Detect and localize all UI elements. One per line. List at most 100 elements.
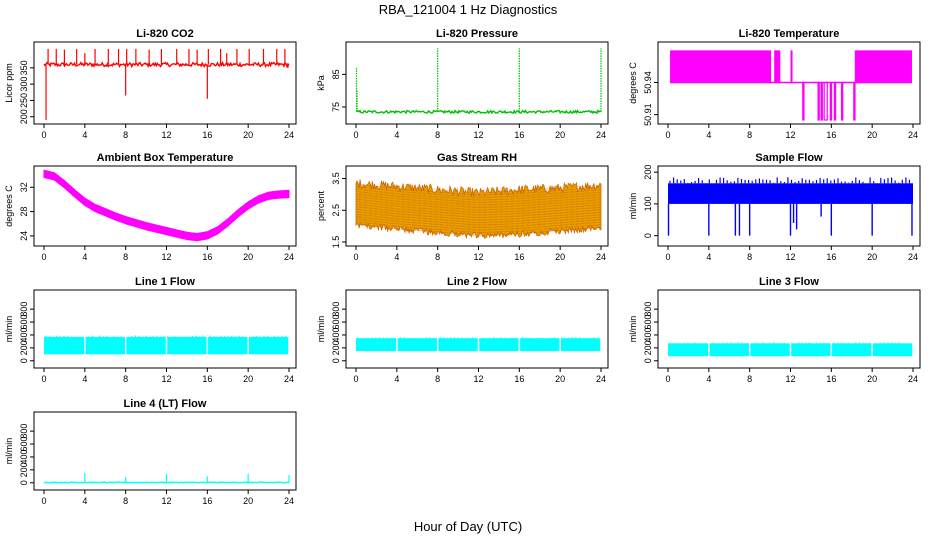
box_temp-line bbox=[43, 169, 290, 242]
sample_flow-series bbox=[667, 177, 913, 236]
licor_temp-dip-0 bbox=[802, 81, 805, 121]
line2-y-tick-label: 800 bbox=[331, 302, 341, 317]
line3-title: Line 3 Flow bbox=[759, 276, 819, 288]
pressure-y-tick-label: 85 bbox=[331, 69, 341, 79]
licor_temp-band-1 bbox=[774, 50, 781, 83]
rh-plot-frame bbox=[345, 165, 609, 247]
sample_flow-x-tick-label: 4 bbox=[706, 252, 711, 262]
pressure-title: Li-820 Pressure bbox=[436, 28, 518, 40]
line2-series bbox=[356, 337, 602, 353]
pressure-series bbox=[355, 48, 602, 115]
line4-y-tick-label: 600 bbox=[19, 437, 29, 452]
line3-peaks bbox=[669, 342, 903, 344]
panel-box_temp: Ambient Box Temperature degrees C 0 4 8 12 16 2… bbox=[4, 152, 297, 262]
co2-plot-frame bbox=[33, 41, 297, 125]
co2-x-tick-label: 0 bbox=[41, 130, 46, 140]
rh-x-tick-label: 0 bbox=[353, 252, 358, 262]
line3-x-tick-label: 12 bbox=[785, 374, 795, 384]
pressure-x-tick-label: 8 bbox=[435, 130, 440, 140]
line3-y-tick-label: 800 bbox=[643, 302, 653, 317]
licor_temp-y-tick-label: 50.91 bbox=[643, 103, 653, 126]
licor_temp-x-tick-label: 12 bbox=[785, 130, 795, 140]
licor_temp-band-3 bbox=[854, 50, 912, 83]
licor_temp-dip-4 bbox=[829, 81, 833, 121]
sample_flow-x-tick-label: 24 bbox=[908, 252, 918, 262]
line4-y-tick-label: 200 bbox=[19, 462, 29, 477]
panel-licor_temp: Li-820 Temperature degrees C 0 4 8 12 16 20 24 50… bbox=[628, 28, 921, 140]
line1-y-tick-label: 800 bbox=[19, 302, 29, 317]
sample_flow-y-axis-label: ml/min bbox=[628, 193, 638, 220]
figure-title: RBA_121004 1 Hz Diagnostics bbox=[379, 2, 558, 17]
figure-x-axis-label: Hour of Day (UTC) bbox=[414, 519, 522, 534]
line4-x-tick-label: 0 bbox=[41, 496, 46, 506]
line1-y-tick-label: 400 bbox=[19, 327, 29, 342]
panel-sample_flow: Sample Flow ml/min 0 4 8 12 16 20 24 0 100 200 bbox=[628, 152, 921, 262]
box_temp-x-tick-label: 24 bbox=[284, 252, 294, 262]
line4-plot-frame bbox=[33, 411, 297, 491]
pressure-x-tick-label: 4 bbox=[394, 130, 399, 140]
licor_temp-title: Li-820 Temperature bbox=[739, 28, 840, 40]
line3-y-tick-label: 400 bbox=[643, 327, 653, 342]
line2-y-tick-label: 0 bbox=[331, 358, 341, 363]
sample_flow-y-tick-label: 0 bbox=[643, 233, 653, 238]
rh-y-axis-label: percent bbox=[316, 190, 326, 221]
sample_flow-x-tick-label: 8 bbox=[747, 252, 752, 262]
line2-y-tick-label: 200 bbox=[331, 340, 341, 355]
rh-x-tick-label: 12 bbox=[473, 252, 483, 262]
panel-line4: Line 4 (LT) Flow ml/min 0 4 8 12 16 20 24 0 200400… bbox=[4, 398, 297, 506]
box_temp-x-tick-label: 20 bbox=[243, 252, 253, 262]
panel-line1: Line 1 Flow ml/min 0 4 8 12 16 20 24 0 20040060080… bbox=[4, 276, 297, 384]
sample_flow-band bbox=[668, 183, 913, 204]
licor_temp-x-tick-label: 8 bbox=[747, 130, 752, 140]
sample_flow-peaks bbox=[669, 177, 910, 184]
box_temp-y-axis-label: degrees C bbox=[4, 185, 14, 227]
line4-y-tick-label: 0 bbox=[19, 480, 29, 485]
line2-y-tick-label: 600 bbox=[331, 315, 341, 330]
line1-series bbox=[44, 335, 290, 356]
line1-peaks bbox=[45, 335, 286, 337]
co2-y-tick-label: 300 bbox=[19, 77, 29, 92]
line3-series bbox=[668, 342, 914, 358]
line2-x-tick-label: 20 bbox=[555, 374, 565, 384]
co2-x-tick-label: 12 bbox=[161, 130, 171, 140]
pressure-x-tick-label: 20 bbox=[555, 130, 565, 140]
line4-x-tick-label: 16 bbox=[202, 496, 212, 506]
licor_temp-dip-1 bbox=[817, 81, 820, 121]
box_temp-series bbox=[43, 169, 290, 242]
line3-y-axis-label: ml/min bbox=[628, 316, 638, 343]
co2-y-tick-label: 350 bbox=[19, 60, 29, 75]
rh-y-tick-label: 2.5 bbox=[331, 204, 341, 217]
licor_temp-x-tick-label: 4 bbox=[706, 130, 711, 140]
licor_temp-dip-7 bbox=[853, 81, 856, 121]
line4-x-tick-label: 4 bbox=[82, 496, 87, 506]
box_temp-x-tick-label: 12 bbox=[161, 252, 171, 262]
co2-y-tick-label: 250 bbox=[19, 93, 29, 108]
panel-pressure: Li-820 Pressure kPa 0 4 8 12 16 20 24 75 85 bbox=[316, 28, 609, 140]
sample_flow-title: Sample Flow bbox=[755, 152, 823, 164]
licor_temp-y-tick-label: 50.94 bbox=[643, 71, 653, 94]
line4-line bbox=[43, 481, 290, 484]
rh-title: Gas Stream RH bbox=[437, 152, 517, 164]
line4-y-tick-label: 400 bbox=[19, 449, 29, 464]
sample_flow-y-tick-label: 100 bbox=[643, 196, 653, 211]
sample_flow-x-tick-label: 0 bbox=[665, 252, 670, 262]
panel-rh: Gas Stream RH percent 0 4 8 12 16 20 24 1.5 2.5 3.5 bbox=[316, 152, 609, 262]
licor_temp-dip-5 bbox=[833, 81, 837, 121]
pressure-plot-frame bbox=[345, 41, 609, 125]
licor_temp-band-0 bbox=[670, 50, 772, 83]
licor_temp-dip-6 bbox=[840, 81, 844, 121]
line1-title: Line 1 Flow bbox=[135, 276, 195, 288]
co2-x-tick-label: 16 bbox=[202, 130, 212, 140]
line1-x-tick-label: 16 bbox=[202, 374, 212, 384]
line1-x-tick-label: 8 bbox=[123, 374, 128, 384]
co2-title: Li-820 CO2 bbox=[136, 28, 193, 40]
licor_temp-x-tick-label: 0 bbox=[665, 130, 670, 140]
line2-title: Line 2 Flow bbox=[447, 276, 507, 288]
co2-x-tick-label: 4 bbox=[82, 130, 87, 140]
box_temp-y-tick-label: 28 bbox=[19, 207, 29, 217]
line1-x-tick-label: 12 bbox=[161, 374, 171, 384]
rh-y-tick-label: 1.5 bbox=[331, 236, 341, 249]
line1-x-tick-label: 20 bbox=[243, 374, 253, 384]
